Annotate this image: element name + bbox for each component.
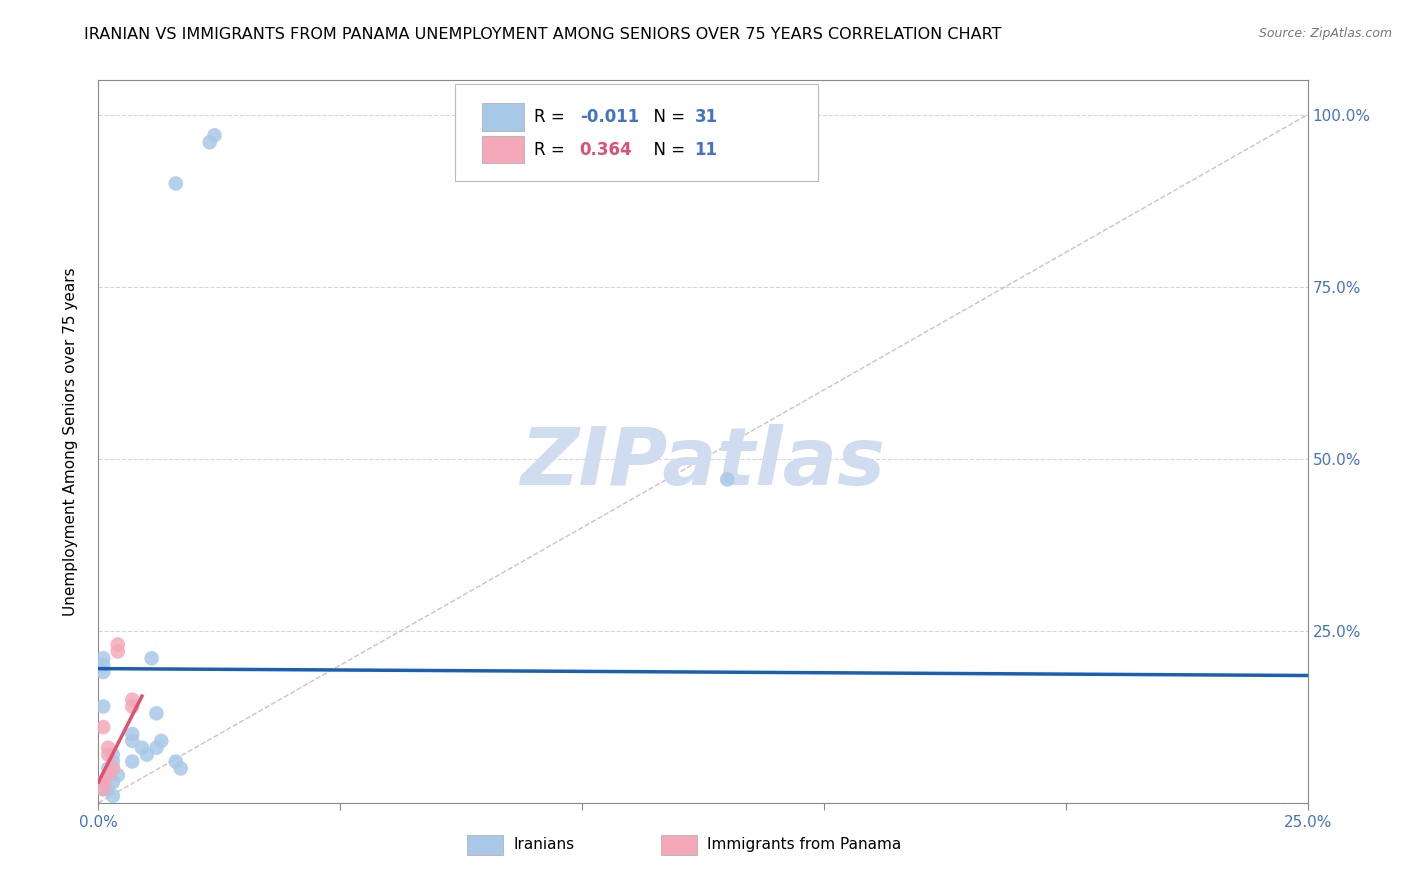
Point	[165, 755, 187, 769]
Point	[145, 706, 167, 721]
Point	[121, 734, 143, 748]
FancyBboxPatch shape	[482, 136, 524, 163]
Point	[716, 472, 738, 486]
Text: Source: ZipAtlas.com: Source: ZipAtlas.com	[1258, 27, 1392, 40]
Point	[101, 755, 124, 769]
Point	[91, 658, 114, 673]
Point	[97, 740, 120, 755]
Point	[107, 644, 129, 658]
Point	[131, 740, 153, 755]
Point	[91, 782, 114, 797]
Point	[121, 727, 143, 741]
Text: ZIPatlas: ZIPatlas	[520, 425, 886, 502]
Point	[145, 740, 167, 755]
Point	[107, 768, 129, 782]
Point	[91, 720, 114, 734]
Point	[121, 699, 143, 714]
Point	[97, 761, 120, 775]
Text: R =: R =	[534, 141, 569, 159]
Point	[150, 734, 173, 748]
Point	[91, 782, 114, 797]
Point	[135, 747, 157, 762]
Point	[91, 665, 114, 679]
Point	[198, 135, 221, 149]
Point	[91, 782, 114, 797]
Text: IRANIAN VS IMMIGRANTS FROM PANAMA UNEMPLOYMENT AMONG SENIORS OVER 75 YEARS CORRE: IRANIAN VS IMMIGRANTS FROM PANAMA UNEMPL…	[84, 27, 1002, 42]
FancyBboxPatch shape	[482, 103, 524, 131]
Text: Immigrants from Panama: Immigrants from Panama	[707, 838, 901, 852]
Text: -0.011: -0.011	[579, 108, 638, 126]
Point	[107, 638, 129, 652]
Point	[91, 775, 114, 789]
Point	[91, 651, 114, 665]
Point	[97, 768, 120, 782]
Point	[121, 755, 143, 769]
Point	[101, 775, 124, 789]
FancyBboxPatch shape	[456, 84, 818, 181]
Point	[121, 692, 143, 706]
Point	[97, 782, 120, 797]
Point	[91, 699, 114, 714]
Text: 31: 31	[695, 108, 717, 126]
Point	[204, 128, 226, 143]
FancyBboxPatch shape	[661, 835, 697, 855]
Text: N =: N =	[643, 108, 690, 126]
Text: N =: N =	[643, 141, 690, 159]
Point	[101, 789, 124, 803]
Point	[91, 775, 114, 789]
Point	[165, 177, 187, 191]
FancyBboxPatch shape	[467, 835, 503, 855]
Text: Iranians: Iranians	[513, 838, 574, 852]
Point	[101, 747, 124, 762]
Text: 0.364: 0.364	[579, 141, 633, 159]
Text: R =: R =	[534, 108, 569, 126]
Point	[101, 761, 124, 775]
Point	[101, 761, 124, 775]
Y-axis label: Unemployment Among Seniors over 75 years: Unemployment Among Seniors over 75 years	[63, 268, 77, 615]
Text: 11: 11	[695, 141, 717, 159]
Point	[169, 761, 191, 775]
Point	[97, 747, 120, 762]
Point	[141, 651, 163, 665]
Point	[97, 768, 120, 782]
